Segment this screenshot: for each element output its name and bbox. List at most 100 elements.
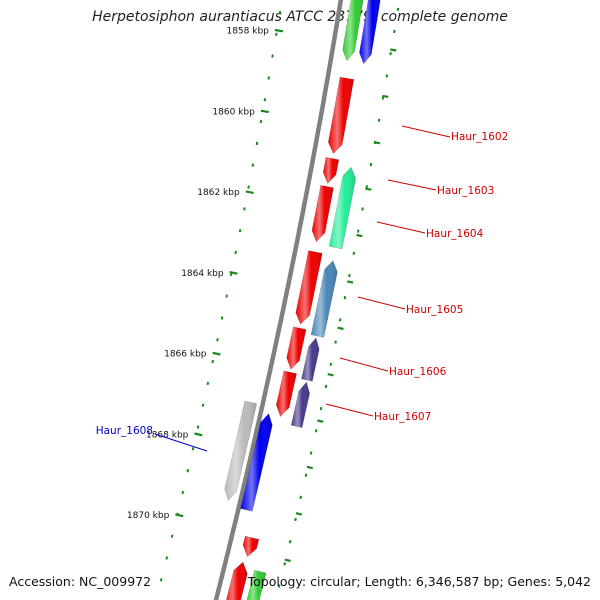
page-title: Herpetosiphon aurantiacus ATCC 23779, co… — [92, 9, 508, 25]
outer-dot-mark — [329, 362, 333, 366]
scale-tick-label: 1866 kbp — [164, 350, 207, 360]
outer-dot-mark — [283, 562, 287, 566]
outer-scale-tick — [306, 465, 313, 470]
inner-dot-mark — [247, 185, 250, 189]
outer-dot-mark — [389, 52, 392, 56]
gene-red-1607 — [275, 370, 297, 417]
gene-label-haur-1604: Haur_1604 — [426, 228, 484, 240]
gene-label-haur-1602: Haur_1602 — [451, 131, 508, 143]
inner-dot-mark — [206, 381, 210, 386]
inner-dot-mark — [196, 425, 200, 429]
inner-dot-mark — [255, 141, 259, 146]
inner-dot-mark — [234, 250, 237, 255]
scale-tick — [212, 351, 221, 356]
gene-red-bottom-2 — [226, 561, 248, 600]
inner-dot-mark — [271, 54, 274, 58]
genome-backbone — [213, 0, 344, 600]
inner-dot-mark — [275, 32, 278, 36]
gene-label-haur-1607: Haur_1607 — [374, 411, 431, 423]
outer-dot-mark — [352, 251, 356, 256]
outer-dot-mark — [277, 584, 281, 588]
inner-dot-mark — [243, 207, 246, 211]
gene-label-haur-1608: Haur_1608 — [96, 425, 153, 437]
inner-dot-mark — [191, 447, 195, 451]
outer-dot-mark — [369, 162, 373, 167]
outer-dot-mark — [385, 74, 389, 78]
accession-text: Accession: NC_009972 — [9, 574, 152, 589]
gene-red-1602 — [327, 76, 355, 155]
gene-steel-1605 — [310, 260, 338, 338]
scale-tick — [260, 109, 269, 114]
gene-blue-1608 — [240, 413, 273, 512]
outer-scale-tick — [317, 419, 324, 423]
outer-scale-tick — [390, 48, 397, 52]
inner-dot-mark — [238, 228, 242, 233]
gene-leader-line — [401, 125, 451, 138]
outer-dot-mark — [361, 207, 364, 211]
inner-dot-mark — [259, 119, 263, 124]
outer-dot-mark — [393, 29, 396, 34]
scale-tick — [245, 190, 254, 194]
outer-dot-mark — [356, 229, 360, 233]
outer-dot-mark — [309, 451, 313, 455]
gene-leader-line — [339, 357, 389, 372]
outer-dot-mark — [396, 7, 400, 11]
inner-dot-mark — [251, 163, 255, 167]
scale-tick — [229, 271, 238, 275]
outer-dot-mark — [324, 384, 328, 389]
gene-blue-top — [359, 0, 381, 65]
topology-text: Topology: circular; Length: 6,346,587 bp… — [247, 574, 591, 589]
gene-gray-1608 — [224, 400, 257, 501]
scale-tick-label: 1868 kbp — [146, 430, 189, 440]
gene-red-1605 — [295, 250, 323, 325]
inner-dot-mark — [216, 338, 219, 342]
gene-label-haur-1606: Haur_1606 — [389, 366, 447, 378]
scale-tick — [175, 513, 184, 518]
gene-leader-line — [154, 433, 208, 452]
gene-leader-line — [376, 221, 426, 234]
gene-leader-line — [387, 179, 437, 191]
scale-tick-label: 1860 kbp — [212, 107, 255, 117]
outer-dot-mark — [338, 318, 342, 322]
inner-dot-mark — [201, 403, 205, 407]
inner-dot-mark — [220, 316, 224, 320]
outer-dot-mark — [314, 429, 318, 433]
outer-scale-tick — [382, 94, 389, 98]
inner-dot-mark — [225, 294, 228, 298]
inner-dot-mark — [165, 556, 169, 560]
gene-green-bottom — [246, 569, 267, 600]
outer-scale-tick — [295, 512, 303, 516]
gene-purple-1606 — [301, 337, 320, 382]
gene-green-top — [342, 0, 364, 62]
gene-label-haur-1605: Haur_1605 — [406, 304, 463, 316]
gene-label-haur-1603: Haur_1603 — [437, 185, 494, 197]
gene-red-bottom — [242, 535, 260, 558]
outer-dot-mark — [319, 406, 323, 411]
gene-leader-line — [325, 403, 374, 417]
gene-red-1604 — [311, 184, 334, 243]
outer-dot-mark — [343, 296, 347, 300]
scale-tick-label: 1870 kbp — [127, 511, 170, 521]
inner-dot-mark — [186, 468, 190, 473]
outer-dot-mark — [377, 118, 381, 122]
outer-dot-mark — [294, 517, 297, 522]
inner-dot-mark — [278, 10, 282, 15]
inner-dot-mark — [170, 534, 174, 538]
gene-red-1603 — [322, 156, 340, 185]
outer-dot-mark — [299, 495, 303, 500]
scale-tick-label: 1858 kbp — [226, 27, 269, 37]
gene-leader-line — [357, 296, 406, 310]
outer-dot-mark — [304, 473, 308, 477]
outer-scale-tick — [346, 280, 354, 284]
outer-scale-tick — [356, 233, 363, 238]
inner-dot-mark — [159, 578, 163, 582]
inner-dot-mark — [263, 98, 267, 102]
outer-dot-mark — [348, 273, 351, 278]
scale-tick-label: 1864 kbp — [181, 269, 224, 279]
scale-tick — [194, 432, 203, 437]
outer-scale-tick — [365, 187, 372, 191]
scale-tick-label: 1862 kbp — [197, 188, 240, 198]
scale-tick — [274, 28, 284, 33]
outer-scale-tick — [337, 326, 344, 331]
